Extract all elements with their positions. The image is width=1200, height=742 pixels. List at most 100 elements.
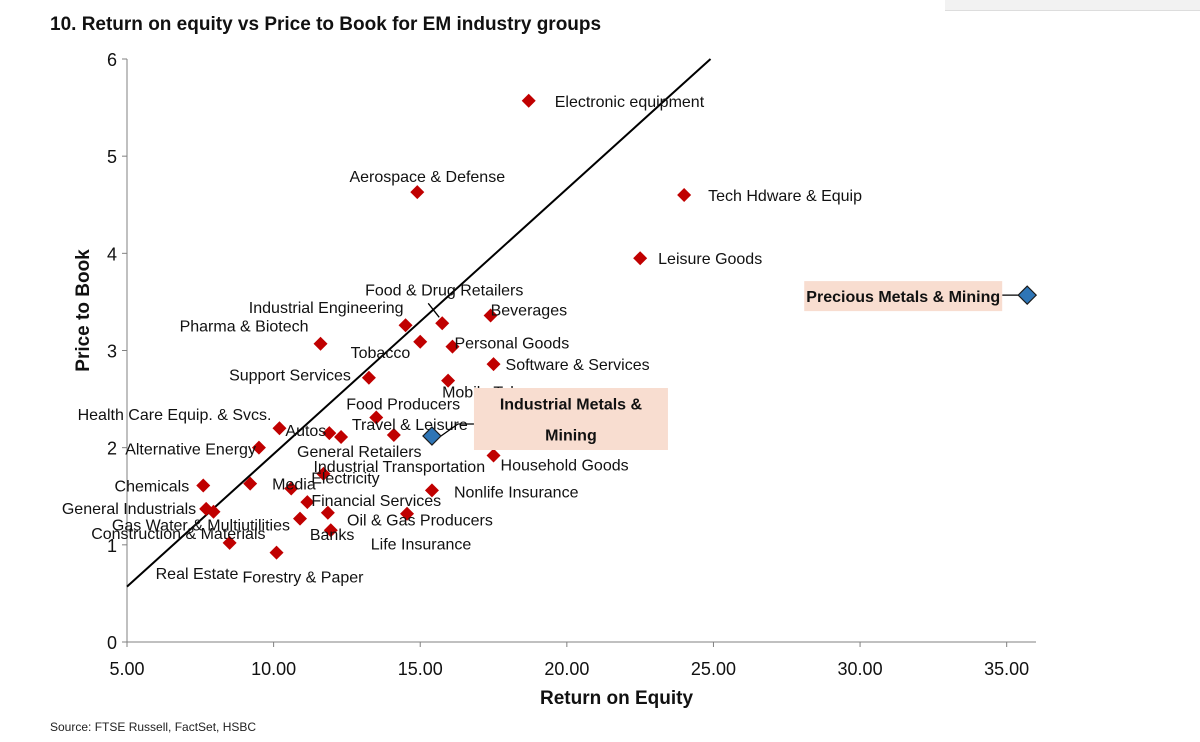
data-point: [323, 523, 338, 538]
data-point: [313, 336, 328, 351]
point-label: Financial Services: [311, 493, 441, 510]
y-tick-label: 6: [107, 50, 117, 70]
source-note: Source: FTSE Russell, FactSet, HSBC: [50, 720, 257, 734]
data-point: [293, 511, 308, 526]
data-point: [272, 421, 287, 436]
data-point: [334, 429, 349, 444]
point-label: Gas Water & Multiutilities: [112, 518, 290, 535]
x-axis-title: Return on Equity: [540, 688, 693, 709]
y-axis-title: Price to Book: [73, 249, 94, 372]
point-label: Forestry & Paper: [243, 570, 365, 587]
point-label: Media: [272, 477, 316, 494]
point-label: Nonlife Insurance: [454, 484, 579, 501]
y-tick-label: 3: [107, 342, 117, 362]
trendline-line: [126, 58, 712, 588]
data-point: [196, 478, 211, 493]
highlighted-points: Precious Metals & Mining Industrial Metal…: [422, 281, 1038, 451]
x-tick-label: 5.00: [109, 659, 144, 679]
point-label: Banks: [310, 527, 354, 544]
x-tick-label: 35.00: [984, 659, 1029, 679]
point-label: Household Goods: [501, 457, 629, 474]
leader-line: [427, 302, 440, 318]
data-point: [300, 495, 315, 510]
x-tick-label: 15.00: [398, 659, 443, 679]
point-label: Food Producers: [346, 397, 460, 414]
data-point: [251, 440, 266, 455]
y-tick-label: 4: [107, 244, 117, 264]
point-label: Electricity: [311, 470, 379, 487]
point-label: Beverages: [491, 303, 567, 320]
data-point: [677, 188, 692, 203]
data-point: [316, 466, 331, 481]
x-tick-label: 25.00: [691, 659, 736, 679]
point-label: Industrial Transportation: [313, 459, 485, 476]
highlight-label-box: [473, 388, 668, 451]
point-label: Health Care Equip. & Svcs.: [78, 407, 272, 424]
y-tick-label: 5: [107, 147, 117, 167]
data-point: [269, 545, 284, 560]
data-point: [445, 339, 460, 354]
data-point: [410, 185, 425, 200]
point-label: Personal Goods: [454, 336, 569, 353]
data-point: [521, 93, 536, 108]
point-label: Oil & Gas Producers: [347, 513, 493, 530]
data-point: [486, 448, 501, 463]
data-point: [400, 506, 415, 521]
x-tick-label: 10.00: [251, 659, 296, 679]
point-label: Chemicals: [115, 479, 190, 496]
data-point: [320, 505, 335, 520]
point-label: Real Estate: [156, 566, 239, 583]
data-point: [441, 373, 456, 388]
data-point: [435, 316, 450, 331]
data-point: [361, 370, 376, 385]
data-point: [243, 476, 258, 491]
data-point: [633, 251, 648, 266]
point-label: General Industrials: [62, 501, 196, 518]
point-label: Electronic equipment: [555, 94, 705, 111]
point-label: Support Services: [229, 368, 351, 385]
point-label: Industrial Engineering: [249, 300, 404, 317]
data-point: [483, 308, 498, 323]
y-tick-label: 1: [107, 536, 117, 556]
point-label: Tobacco: [351, 345, 411, 362]
point-label: Pharma & Biotech: [180, 319, 309, 336]
point-label: Autos: [285, 423, 326, 440]
point-label: Software & Services: [506, 357, 650, 374]
data-point: [322, 426, 337, 441]
data-point: [222, 535, 237, 550]
highlighted-point: [1017, 285, 1038, 305]
point-label: Food & Drug Retailers: [365, 282, 523, 299]
point-label: Construction & Materials: [91, 526, 265, 543]
data-point: [413, 334, 428, 349]
point-label: Alternative Energy: [125, 442, 256, 459]
y-tick-label: 2: [107, 439, 117, 459]
x-tick-label: 30.00: [838, 659, 883, 679]
point-label: Leisure Goods: [658, 251, 762, 268]
data-point: [284, 481, 299, 496]
data-points: [196, 93, 692, 560]
point-label: Travel & Leisure: [352, 417, 468, 434]
y-tick-label: 0: [107, 633, 117, 653]
highlighted-point-label: Mining: [545, 428, 597, 445]
leader-line: [440, 423, 474, 437]
data-point: [369, 410, 384, 425]
chart-title: 10. Return on equity vs Price to Book fo…: [50, 14, 602, 35]
top-edge-bar: [945, 0, 1200, 11]
highlight-label-box: [804, 281, 1003, 312]
data-point: [386, 428, 401, 443]
point-label: Life Insurance: [371, 536, 472, 553]
data-point: [398, 318, 413, 333]
point-label: Tech Hdware & Equip: [708, 188, 862, 205]
highlighted-point-label: Industrial Metals &: [500, 397, 643, 414]
trendline: [126, 58, 712, 588]
data-point: [424, 483, 439, 498]
axes: 0 1 2 3 4 5 6 5.00 10.00 15.00 20.00 25.00 30.00 35.0…: [73, 50, 1036, 709]
data-point: [486, 357, 501, 372]
highlighted-point: [422, 426, 442, 446]
data-point: [206, 504, 221, 519]
point-labels: Electronic equipment Aerospace & Defense T…: [62, 94, 862, 587]
point-label: General Retailers: [297, 444, 422, 461]
x-tick-label: 20.00: [544, 659, 589, 679]
highlighted-point-label: Precious Metals & Mining: [806, 289, 1000, 306]
